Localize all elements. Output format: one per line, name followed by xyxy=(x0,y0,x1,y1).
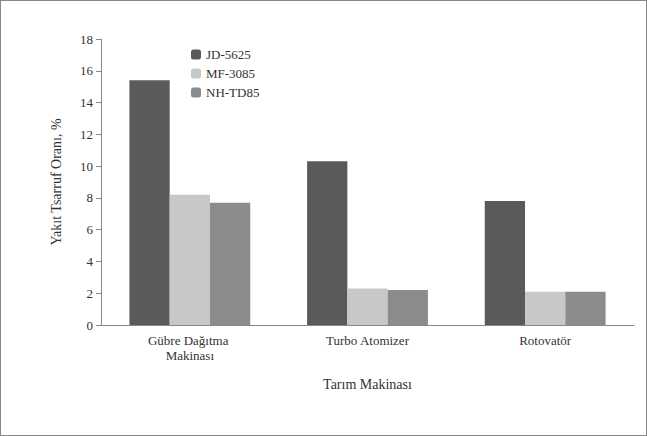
svg-text:4: 4 xyxy=(87,254,94,269)
svg-text:Tarım Makinası: Tarım Makinası xyxy=(323,377,412,392)
svg-text:Rotovatör: Rotovatör xyxy=(519,333,572,348)
svg-text:NH-TD85: NH-TD85 xyxy=(206,85,259,100)
svg-text:Turbo Atomizer: Turbo Atomizer xyxy=(326,333,410,348)
svg-text:Yakıt Tsarruf Oranı, %: Yakıt Tsarruf Oranı, % xyxy=(49,118,64,246)
svg-text:14: 14 xyxy=(80,95,94,110)
svg-text:18: 18 xyxy=(80,32,93,47)
svg-text:10: 10 xyxy=(80,159,93,174)
svg-text:JD-5625: JD-5625 xyxy=(206,47,251,62)
svg-text:8: 8 xyxy=(87,190,94,205)
svg-text:12: 12 xyxy=(80,127,93,142)
svg-text:0: 0 xyxy=(87,318,94,333)
svg-text:2: 2 xyxy=(87,286,94,301)
svg-text:16: 16 xyxy=(80,63,94,78)
svg-text:Gübre Dağıtma: Gübre Dağıtma xyxy=(148,333,232,348)
svg-text:6: 6 xyxy=(87,222,94,237)
svg-text:Makinası: Makinası xyxy=(166,348,215,363)
svg-text:MF-3085: MF-3085 xyxy=(206,66,255,81)
